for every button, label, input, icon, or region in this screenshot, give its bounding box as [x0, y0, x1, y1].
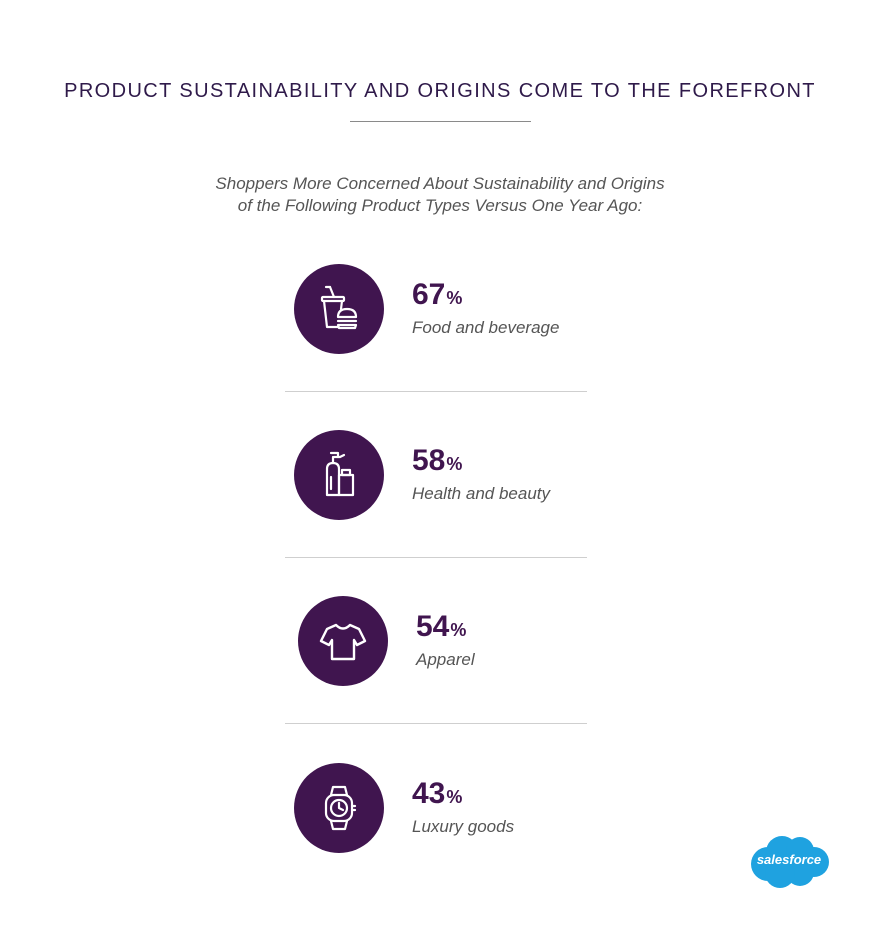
stat-value: 67 — [412, 278, 446, 311]
logo-text: salesforce — [757, 852, 821, 867]
stat-unit: % — [446, 454, 463, 474]
row-divider — [285, 391, 587, 392]
stat-health-beauty: 58% Health and beauty — [294, 430, 614, 522]
page-title: PRODUCT SUSTAINABILITY AND ORIGINS COME … — [64, 80, 816, 102]
apparel-icon — [298, 596, 388, 686]
row-divider — [285, 557, 587, 558]
stat-value: 54 — [416, 610, 450, 643]
stat-value: 58 — [412, 444, 446, 477]
stat-value: 43 — [412, 777, 446, 810]
stat-food-beverage: 67% Food and beverage — [294, 264, 614, 356]
stat-unit: % — [446, 288, 463, 308]
stat-apparel: 54% Apparel — [298, 596, 618, 688]
title-divider — [350, 121, 531, 122]
food-beverage-icon — [294, 264, 384, 354]
row-divider — [285, 723, 587, 724]
health-beauty-icon — [294, 430, 384, 520]
stat-luxury-goods: 43% Luxury goods — [294, 763, 614, 855]
stat-unit: % — [450, 620, 467, 640]
chart-subtitle: Shoppers More Concerned About Sustainabi… — [0, 173, 880, 217]
stat-label: Luxury goods — [412, 817, 515, 836]
subtitle-line-1: Shoppers More Concerned About Sustainabi… — [215, 174, 665, 193]
luxury-watch-icon — [294, 763, 384, 853]
stat-label: Apparel — [416, 650, 475, 669]
cloud-shape — [751, 836, 829, 888]
stat-label: Health and beauty — [412, 484, 550, 503]
stat-label: Food and beverage — [412, 318, 560, 337]
salesforce-logo: salesforce — [751, 836, 829, 888]
subtitle-line-2: of the Following Product Types Versus On… — [237, 196, 643, 215]
stat-unit: % — [446, 787, 463, 807]
